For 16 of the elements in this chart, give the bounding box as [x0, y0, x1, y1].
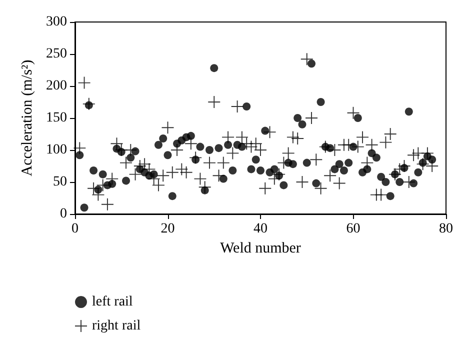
y-tick-label: 150 — [46, 110, 67, 126]
y-tick-label: 250 — [46, 46, 67, 62]
y-tick-label: 0 — [60, 206, 67, 222]
y-axis-title: Acceleration (m/s²) — [20, 60, 36, 176]
legend-label: left rail — [92, 294, 133, 310]
x-tick-label: 0 — [72, 222, 78, 236]
y-tick-label: 200 — [46, 78, 67, 94]
x-tick-label: 80 — [439, 222, 453, 236]
legend-label: right rail — [92, 318, 141, 334]
y-tick-label: 300 — [46, 14, 67, 30]
x-tick-label: 20 — [160, 222, 175, 236]
y-tick-label: 50 — [53, 174, 67, 190]
x-tick-label: 60 — [346, 222, 360, 236]
x-tick-label: 40 — [254, 222, 268, 236]
y-tick-label: 100 — [46, 142, 67, 158]
x-axis-title: Weld number — [220, 240, 301, 256]
